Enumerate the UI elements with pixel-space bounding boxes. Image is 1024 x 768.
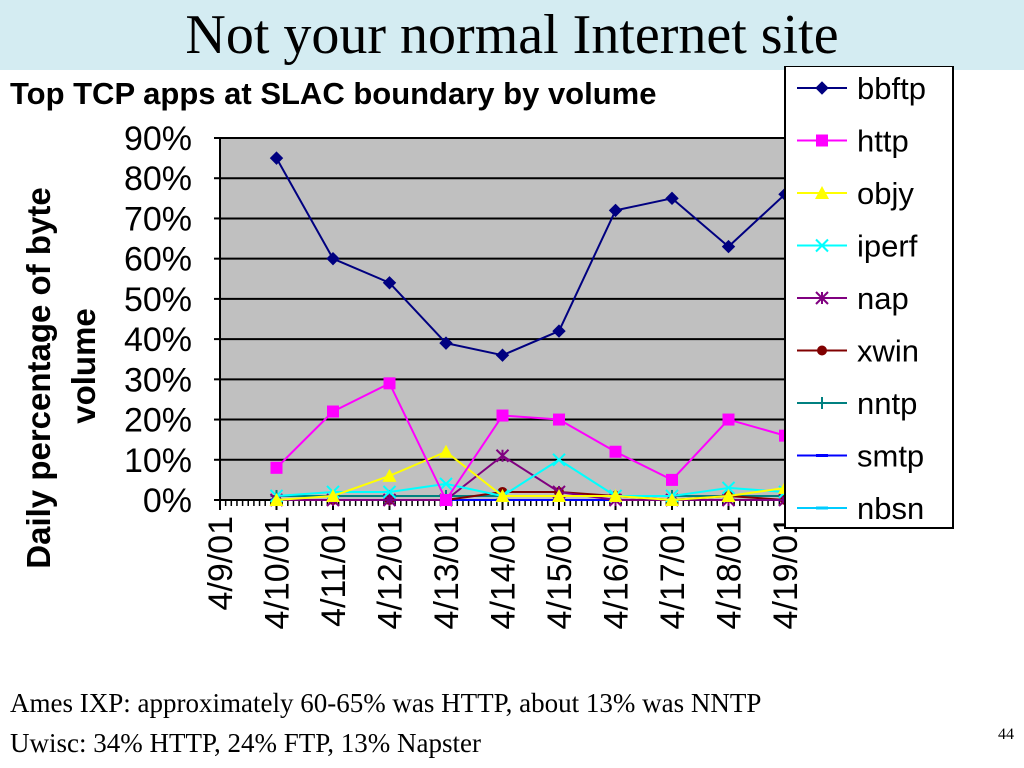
y-tick-label: 80% — [124, 160, 192, 198]
point-http-4 — [383, 377, 396, 390]
x-tick-label: 4/15/01 — [541, 516, 579, 629]
legend-label-nntp: nntp — [857, 386, 917, 421]
point-iperf-5 — [439, 477, 453, 491]
legend-label-objy: objy — [857, 176, 914, 211]
point-http-5 — [440, 494, 452, 506]
legend-marker-nntp — [816, 397, 828, 409]
x-tick-label: 4/11/01 — [315, 516, 353, 627]
legend-label-smtp: smtp — [857, 439, 924, 474]
y-tick-label: 10% — [124, 442, 192, 480]
point-objy-9 — [665, 493, 679, 506]
point-http-3 — [327, 405, 339, 418]
slide-title: Not your normal Internet site — [185, 4, 839, 66]
point-bbftp-5 — [439, 336, 453, 350]
point-objy-5 — [439, 444, 453, 458]
series-line-iperf — [276, 458, 786, 497]
point-iperf-10 — [721, 481, 736, 495]
x-tick-label: 4/9/01 — [202, 516, 240, 611]
chart-title: Top TCP apps at SLAC boundary by volume — [10, 76, 656, 111]
x-tick-label: 4/10/01 — [259, 516, 297, 629]
point-http-8 — [609, 445, 622, 458]
point-http-10 — [722, 413, 735, 426]
legend-marker-nbsn — [816, 506, 828, 510]
point-http-2 — [270, 461, 283, 474]
y-tick-label: 30% — [124, 361, 192, 399]
legend-marker-http — [816, 134, 828, 147]
legend-marker-smtp — [816, 454, 828, 457]
x-tick-label: 4/18/01 — [711, 516, 749, 629]
series-line-bbftp — [275, 157, 786, 357]
x-tick-label: 4/17/01 — [654, 516, 692, 629]
legend-label-iperf: iperf — [857, 229, 918, 264]
x-tick-label: 4/16/01 — [598, 516, 636, 629]
legend-label-nbsn: nbsn — [857, 491, 924, 526]
note-ames: Ames IXP: approximately 60-65% was HTTP,… — [10, 688, 762, 718]
point-objy-6 — [495, 488, 510, 502]
legend-marker-iperf — [815, 238, 829, 253]
legend-label-nap: nap — [857, 281, 909, 316]
point-iperf-7 — [552, 453, 566, 467]
point-bbftp-2 — [269, 151, 284, 165]
legend-marker-nap — [815, 291, 829, 305]
point-http-7 — [553, 413, 565, 426]
legend-label-bbftp: bbftp — [857, 71, 926, 106]
note-uwisc: Uwisc: 34% HTTP, 24% FTP, 13% Napster — [10, 728, 481, 758]
point-objy-7 — [552, 488, 566, 502]
y-tick-label: 0% — [143, 482, 192, 520]
point-objy-2 — [269, 493, 284, 506]
y-axis-title-line-2: volume — [65, 308, 102, 424]
point-nap-6 — [495, 449, 510, 463]
y-tick-label: 20% — [124, 402, 192, 440]
series-line-nap — [276, 454, 785, 501]
y-tick-label: 90% — [124, 120, 192, 158]
y-tick-label: 70% — [124, 200, 192, 238]
series-line-http — [275, 382, 786, 501]
point-bbftp-7 — [552, 324, 566, 338]
page-number: 44 — [998, 726, 1014, 743]
legend-marker-objy — [815, 186, 829, 199]
y-tick-label: 60% — [124, 241, 192, 279]
point-iperf-4 — [382, 485, 397, 499]
legend-label-xwin: xwin — [857, 334, 919, 369]
point-http-9 — [666, 473, 678, 486]
x-tick-label: 4/13/01 — [428, 516, 466, 629]
point-bbftp-3 — [326, 251, 340, 266]
legend-marker-xwin — [817, 345, 827, 356]
point-objy-4 — [382, 468, 397, 482]
legend-label-http: http — [857, 124, 909, 159]
point-bbftp-8 — [608, 203, 623, 218]
x-tick-label: 4/14/01 — [485, 516, 523, 629]
point-bbftp-10 — [721, 239, 736, 254]
y-tick-label: 50% — [124, 281, 192, 319]
y-axis-title: Daily percentage of byte — [20, 187, 57, 568]
point-bbftp-4 — [382, 276, 397, 290]
x-tick-label: 4/12/01 — [372, 516, 410, 629]
point-objy-8 — [608, 488, 623, 502]
point-http-6 — [496, 409, 509, 422]
x-tick-label: 4/19/01 — [767, 516, 805, 629]
point-bbftp-6 — [495, 348, 510, 362]
title-bar — [0, 0, 1024, 70]
point-bbftp-9 — [665, 191, 679, 206]
series-line-objy — [276, 450, 786, 501]
plot-area — [220, 138, 785, 500]
point-objy-3 — [326, 488, 340, 502]
line-chart: Top TCP apps at SLAC boundary by volume 0… — [10, 66, 954, 629]
y-tick-label: 40% — [124, 321, 192, 359]
legend-marker-bbftp — [815, 81, 829, 95]
point-objy-10 — [721, 488, 736, 502]
